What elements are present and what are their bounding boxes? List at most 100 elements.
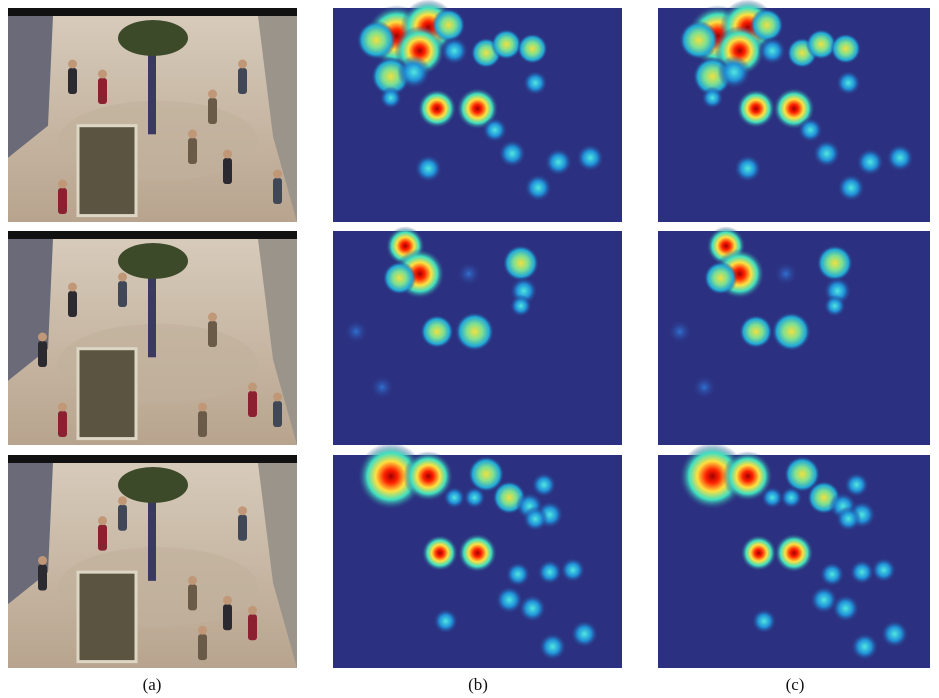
person: [248, 391, 257, 417]
density-map: [658, 0, 930, 222]
density-blob: [414, 155, 442, 183]
density-blob: [772, 312, 811, 351]
person: [223, 604, 232, 630]
person-head: [68, 283, 77, 292]
density-blob: [679, 20, 718, 59]
top-bar: [8, 8, 297, 16]
kiosk: [78, 572, 136, 661]
density-blob: [510, 295, 532, 317]
density-blob: [544, 148, 572, 176]
person: [188, 584, 197, 610]
density-blob: [518, 594, 546, 622]
density-blob: [397, 55, 431, 89]
density-blob: [383, 261, 417, 295]
person-head: [98, 516, 107, 525]
density-blob: [380, 87, 402, 109]
person: [58, 411, 67, 437]
density-blob: [570, 620, 598, 648]
density-blob: [736, 89, 775, 128]
density-blob: [734, 155, 762, 183]
person-head: [98, 70, 107, 79]
person-head: [188, 576, 197, 585]
person: [238, 515, 247, 541]
density-blob: [498, 140, 526, 168]
density-blob: [717, 55, 751, 89]
person-head: [248, 606, 257, 615]
density-blob: [832, 594, 860, 622]
caption: (a): [143, 675, 162, 694]
kiosk: [78, 349, 136, 439]
person: [38, 341, 47, 367]
density-blob: [739, 315, 773, 349]
person: [68, 68, 77, 94]
density-blob: [458, 533, 497, 572]
density-blob: [692, 375, 717, 400]
person-head: [198, 626, 207, 635]
person-head: [68, 60, 77, 69]
density-blob: [357, 20, 396, 59]
density-blob: [344, 319, 369, 344]
density-blob: [523, 506, 548, 531]
photo: [8, 8, 297, 222]
photo: [8, 231, 297, 445]
density-blob: [819, 562, 844, 587]
density-blob: [370, 375, 395, 400]
density-blob: [817, 245, 853, 281]
density-blob: [758, 37, 786, 65]
density-blob: [482, 117, 507, 142]
person: [208, 321, 217, 347]
person-head: [223, 150, 232, 159]
person-head: [38, 333, 47, 342]
density-map: [333, 443, 622, 668]
person: [238, 68, 247, 94]
person-head: [273, 170, 282, 179]
density-blob: [780, 486, 802, 508]
palm-leaves: [118, 467, 188, 503]
density-blob: [667, 319, 692, 344]
person-head: [118, 273, 127, 282]
density-blob: [420, 315, 454, 349]
person: [68, 291, 77, 317]
density-blob: [871, 557, 896, 582]
person-head: [238, 60, 247, 69]
person: [208, 98, 217, 124]
density-blob: [844, 472, 869, 497]
person-head: [58, 180, 67, 189]
person-head: [223, 596, 232, 605]
density-blob: [443, 486, 465, 508]
density-map: [658, 443, 930, 668]
density-blob: [503, 245, 539, 281]
person: [38, 564, 47, 590]
density-blob: [751, 609, 776, 634]
density-blob: [560, 557, 585, 582]
person-head: [273, 393, 282, 402]
density-blob: [433, 609, 458, 634]
density-blob: [813, 140, 841, 168]
density-blob: [422, 535, 458, 571]
density-blob: [523, 70, 548, 95]
density-blob: [537, 560, 562, 585]
person: [98, 525, 107, 551]
person: [273, 401, 282, 427]
density-map: [658, 226, 930, 445]
density-blob: [830, 33, 861, 64]
person: [198, 634, 207, 660]
density-blob: [750, 8, 784, 42]
person: [188, 138, 197, 164]
person-head: [118, 496, 127, 505]
density-blob: [851, 633, 879, 661]
person: [198, 411, 207, 437]
density-map: [333, 226, 622, 445]
person-head: [208, 90, 217, 99]
person-head: [198, 403, 207, 412]
density-blob: [463, 486, 485, 508]
top-bar: [8, 455, 297, 463]
person-head: [188, 130, 197, 139]
density-blob: [798, 117, 823, 142]
density-blob: [576, 144, 604, 172]
density-blob: [440, 37, 468, 65]
photo: [8, 455, 297, 668]
density-blob: [505, 562, 530, 587]
top-bar: [8, 231, 297, 239]
person-head: [238, 506, 247, 515]
